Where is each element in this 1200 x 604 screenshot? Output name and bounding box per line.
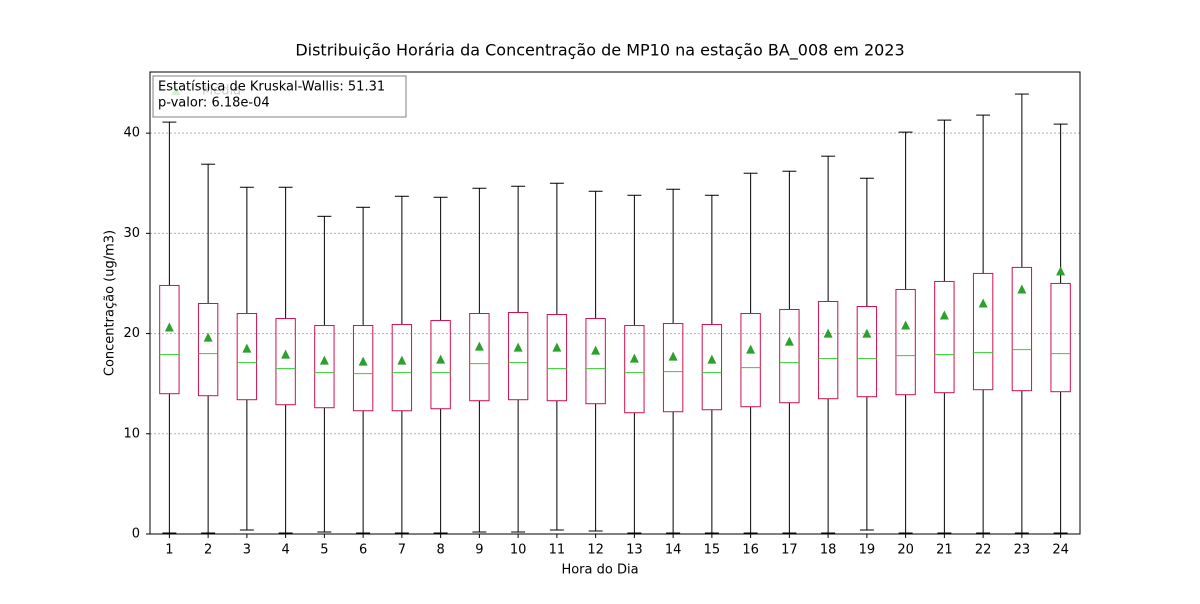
x-tick-label: 5	[320, 543, 328, 558]
x-tick-label: 13	[626, 543, 643, 558]
x-tick-label: 8	[436, 543, 444, 558]
box	[779, 309, 800, 404]
mean-marker	[939, 310, 949, 320]
x-tick-label: 23	[1014, 543, 1031, 558]
box	[740, 313, 761, 408]
box	[817, 300, 839, 400]
mean-marker	[358, 356, 368, 366]
y-axis-label: Concentração (ug/m3)	[103, 230, 118, 376]
mean-marker	[591, 345, 601, 355]
mean-marker	[164, 322, 174, 332]
y-tick-label: 10	[123, 426, 140, 441]
x-tick-label: 17	[781, 543, 798, 558]
box	[159, 284, 180, 395]
box	[314, 325, 335, 409]
box	[1011, 266, 1033, 392]
box	[546, 314, 568, 402]
chart-title: Distribuição Horária da Concentração de …	[295, 41, 904, 61]
mean-marker	[746, 344, 756, 354]
x-tick-label: 11	[549, 543, 566, 558]
annotation: p-valor: 6.18e-04	[158, 96, 270, 111]
annotation: Estatística de Kruskal-Wallis: 51.31	[158, 80, 385, 95]
box	[197, 303, 219, 397]
mean-marker	[397, 355, 407, 365]
box	[624, 325, 645, 414]
x-tick-label: 4	[281, 543, 289, 558]
y-tick-label: 30	[123, 226, 140, 241]
box	[895, 288, 916, 396]
box	[701, 324, 723, 411]
x-tick-label: 12	[587, 543, 604, 558]
box	[430, 320, 451, 410]
mean-marker	[552, 342, 562, 352]
box	[1050, 282, 1071, 393]
x-tick-label: 18	[820, 543, 837, 558]
mean-marker	[203, 332, 213, 342]
box	[236, 313, 258, 401]
mean-marker	[629, 353, 639, 363]
mean-marker	[281, 349, 291, 359]
box	[469, 313, 490, 402]
box	[391, 324, 413, 412]
box	[934, 280, 955, 394]
x-tick-label: 20	[897, 543, 914, 558]
box	[352, 325, 374, 412]
x-tick-label: 14	[665, 543, 682, 558]
x-tick-label: 2	[204, 543, 212, 558]
x-tick-label: 7	[398, 543, 406, 558]
box	[585, 318, 606, 405]
x-tick-label: 19	[859, 543, 876, 558]
x-tick-label: 16	[742, 543, 759, 558]
x-tick-label: 1	[165, 543, 173, 558]
mean-marker	[784, 336, 794, 346]
y-tick-label: 20	[123, 326, 140, 341]
mean-marker	[823, 328, 833, 338]
x-tick-label: 22	[975, 543, 992, 558]
box	[856, 306, 878, 398]
mean-marker	[862, 328, 872, 338]
mean-marker	[1017, 284, 1027, 294]
mean-marker	[319, 355, 329, 365]
box	[507, 312, 529, 401]
plot-frame	[149, 71, 1081, 535]
x-tick-label: 3	[243, 543, 251, 558]
mean-marker	[513, 342, 523, 352]
mean-marker	[978, 298, 988, 308]
box	[972, 272, 994, 391]
mean-marker	[707, 354, 717, 364]
box	[662, 323, 684, 413]
mean-marker	[436, 354, 446, 364]
y-tick-label: 40	[123, 126, 140, 141]
mean-marker	[668, 351, 678, 361]
x-tick-label: 15	[704, 543, 721, 558]
mean-marker	[474, 341, 484, 351]
box	[275, 318, 296, 406]
x-tick-label: 6	[359, 543, 367, 558]
x-tick-label: 24	[1052, 543, 1069, 558]
x-axis-label: Hora do Dia	[561, 563, 638, 578]
x-tick-label: 10	[510, 543, 527, 558]
x-tick-label: 9	[475, 543, 483, 558]
y-tick-label: 0	[132, 527, 140, 542]
mean-marker	[242, 343, 252, 353]
mean-marker	[1056, 266, 1066, 276]
annotation-box	[152, 75, 407, 118]
mean-marker	[901, 320, 911, 330]
x-tick-label: 21	[936, 543, 953, 558]
